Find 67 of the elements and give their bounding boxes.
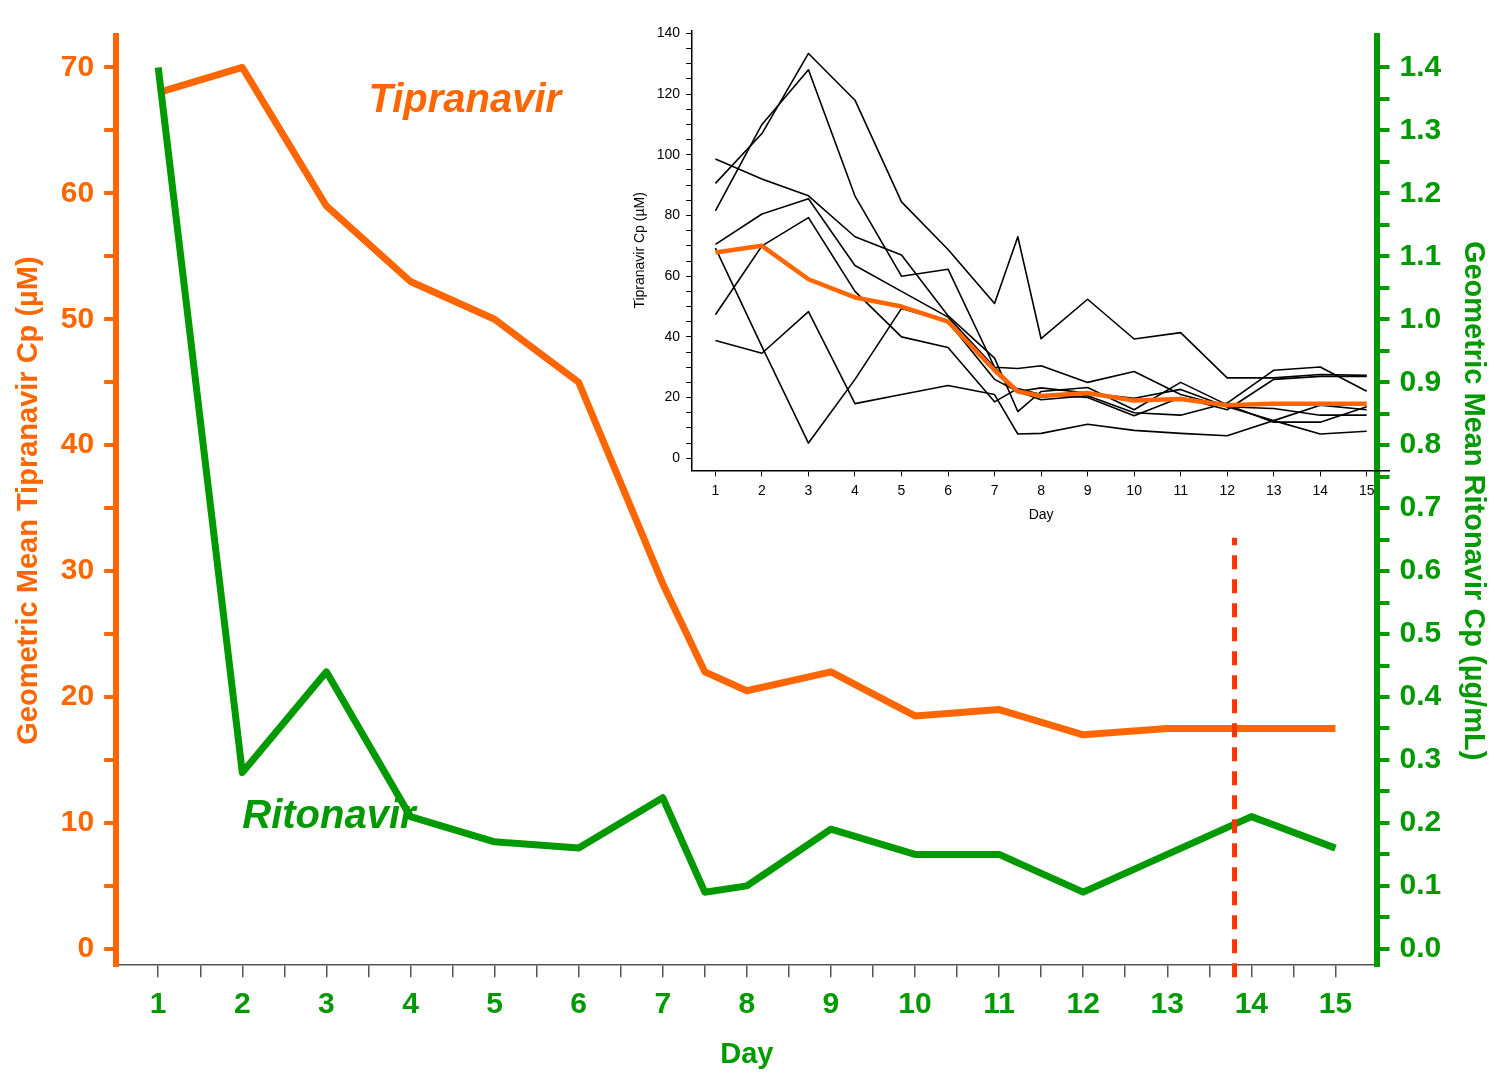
y-tick-label: 10	[60, 804, 95, 838]
x-tick-label: 8	[738, 986, 756, 1020]
y2-tick-label: 0.7	[1399, 489, 1442, 523]
x-tick-label: 10	[1126, 481, 1143, 498]
y2-tick-label: 0.2	[1399, 804, 1442, 838]
y-tick-label: 60	[664, 267, 681, 284]
y-tick-label: 70	[60, 48, 95, 82]
y-tick-label: 40	[60, 426, 95, 460]
y-axis-title: Geometric Mean Tipranavir Cp (µM)	[11, 256, 44, 745]
y2-tick-label: 0.0	[1399, 930, 1442, 964]
text: Tipranavir	[368, 76, 564, 121]
x-tick-label: 12	[1066, 986, 1100, 1020]
y2-tick-label: 0.9	[1399, 363, 1442, 397]
x-tick-label: 1	[149, 986, 167, 1020]
y-tick-label: 40	[664, 327, 681, 344]
y2-tick-label: 0.5	[1399, 615, 1442, 649]
y2-tick-label: 1.3	[1399, 111, 1442, 145]
x-tick-label: 15	[1358, 481, 1375, 498]
x-tick-label: 3	[804, 481, 813, 498]
y-tick-label: 0	[77, 930, 95, 964]
x-tick-label: 6	[570, 986, 587, 1020]
x-tick-label: 14	[1312, 481, 1329, 498]
x-tick-label: 5	[897, 481, 906, 498]
x-axis-title: Day	[1028, 506, 1054, 523]
x-tick-label: 1	[711, 481, 720, 498]
y-tick-label: 0	[672, 449, 681, 466]
y2-tick-label: 0.6	[1399, 552, 1442, 586]
x-tick-label: 11	[983, 986, 1015, 1020]
x-tick-label: 4	[402, 986, 420, 1020]
y-tick-label: 30	[60, 552, 95, 586]
x-tick-label: 11	[1173, 481, 1189, 498]
y-tick-label: 60	[60, 174, 95, 208]
y2-tick-label: 0.3	[1399, 741, 1442, 775]
y-tick-label: 100	[656, 145, 681, 162]
x-tick-label: 3	[318, 986, 335, 1020]
y-tick-label: 20	[664, 388, 681, 405]
y-tick-label: 80	[664, 206, 681, 223]
y2-tick-label: 0.4	[1399, 678, 1442, 712]
x-tick-label: 13	[1150, 986, 1184, 1020]
x-tick-label: 10	[898, 986, 932, 1020]
x-tick-label: 9	[1083, 481, 1092, 498]
x-tick-label: 13	[1265, 481, 1282, 498]
y-axis-title: Tipranavir Cp (µM)	[631, 192, 648, 309]
x-tick-label: 8	[1037, 481, 1046, 498]
y2-tick-label: 0.1	[1399, 867, 1442, 901]
x-tick-label: 4	[851, 481, 860, 498]
y2-tick-label: 1.1	[1399, 237, 1442, 271]
x-tick-label: 2	[758, 481, 767, 498]
x-tick-label: 6	[944, 481, 953, 498]
y2-tick-label: 1.2	[1399, 174, 1442, 208]
x-tick-label: 12	[1219, 481, 1236, 498]
x-tick-label: 2	[233, 986, 251, 1020]
y-tick-label: 20	[60, 678, 95, 712]
x-tick-label: 14	[1234, 986, 1269, 1020]
x-tick-label: 7	[990, 481, 999, 498]
x-tick-label: 9	[822, 986, 840, 1020]
x-tick-label: 7	[654, 986, 672, 1020]
x-tick-label: 5	[486, 986, 503, 1020]
y2-axis-title: Geometric Mean Ritonavir Cp (µg/mL)	[1458, 240, 1491, 761]
y2-tick-label: 1.4	[1399, 48, 1442, 82]
y-tick-label: 140	[656, 24, 681, 41]
y-tick-label: 120	[656, 84, 681, 101]
x-axis-title: Day	[720, 1036, 774, 1069]
x-tick-label: 15	[1318, 986, 1353, 1020]
y2-tick-label: 0.8	[1399, 426, 1442, 460]
y-tick-label: 50	[60, 300, 95, 334]
y2-tick-label: 1.0	[1399, 300, 1442, 334]
